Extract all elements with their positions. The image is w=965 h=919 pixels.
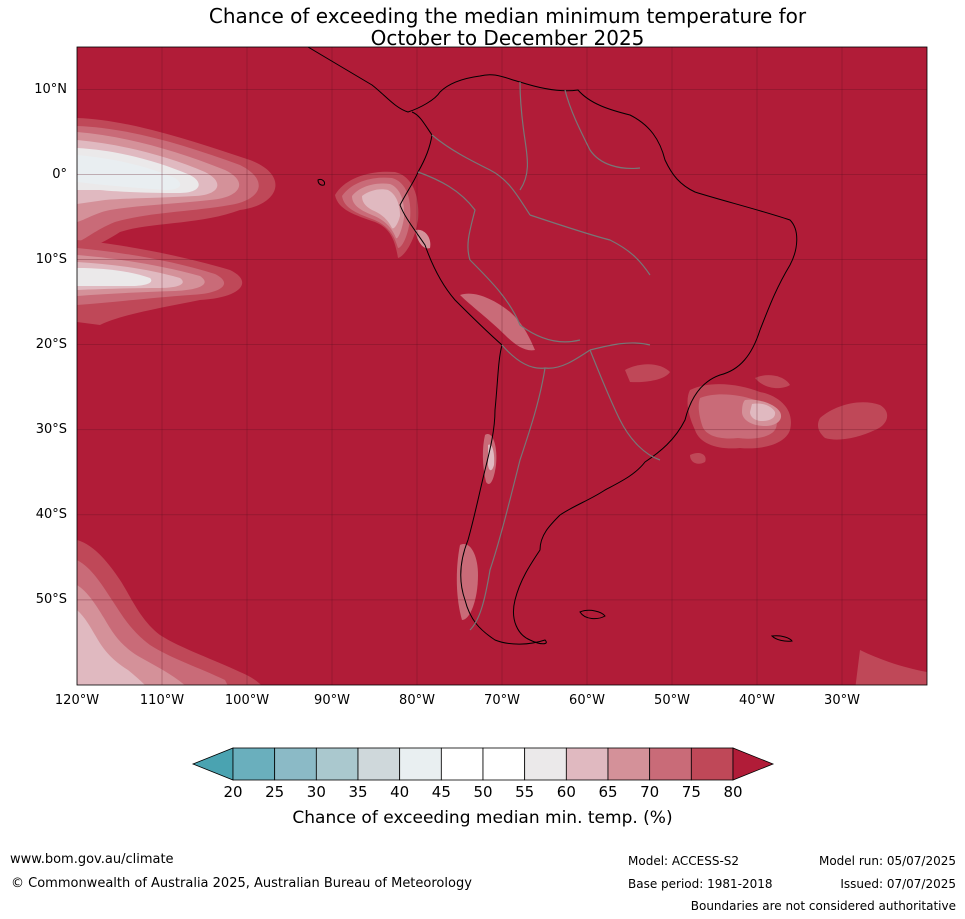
colorbar-tick-label: 45 [431, 783, 451, 801]
lat-tick-label: 0° [52, 166, 67, 182]
colorbar [191, 747, 775, 781]
lon-tick-label: 50°W [654, 693, 690, 708]
colorbar-tick-label: 80 [723, 783, 743, 801]
lon-tick-label: 120°W [54, 693, 100, 708]
colorbar-under-arrow [191, 747, 234, 781]
anomaly-region-south-atlantic [625, 364, 888, 464]
forecast-map [76, 46, 928, 686]
colorbar-tick-label: 20 [223, 783, 243, 801]
model-run-text: Model run: 05/07/2025 [818, 854, 956, 868]
model-text: Model: ACCESS-S2 [628, 854, 740, 868]
lat-tick-label: 40°S [35, 506, 67, 522]
colorbar-segment [232, 747, 276, 781]
lon-tick-label: 110°W [139, 693, 185, 708]
colorbar-tick-label: 65 [598, 783, 618, 801]
lon-tick-label: 30°W [824, 693, 860, 708]
lon-tick-label: 40°W [739, 693, 775, 708]
disclaimer-text: Boundaries are not considered authoritat… [690, 899, 956, 913]
colorbar-segment [315, 747, 359, 781]
lat-tick-label: 10°N [34, 81, 67, 97]
anomaly-region-peru-coast [335, 171, 419, 258]
map-title-line2: October to December 2025 [370, 26, 645, 50]
colorbar-segment [690, 747, 734, 781]
colorbar-tick-label: 50 [473, 783, 493, 801]
colorbar-tick-label: 60 [556, 783, 576, 801]
colorbar-tick-label: 70 [640, 783, 660, 801]
colorbar-segment [649, 747, 692, 781]
lon-tick-label: 90°W [314, 693, 350, 708]
colorbar-segment [399, 747, 442, 781]
colorbar-segment [440, 747, 484, 781]
colorbar-segment [565, 747, 609, 781]
colorbar-tick-label: 40 [390, 783, 410, 801]
colorbar-segment [607, 747, 651, 781]
lat-tick-label: 30°S [35, 421, 67, 437]
colorbar-segment [524, 747, 567, 781]
anomaly-region-pacific-10s [77, 240, 243, 325]
colorbar-tick-label: 55 [515, 783, 535, 801]
lat-tick-label: 10°S [35, 251, 67, 267]
base-period-text: Base period: 1981-2018 [628, 877, 773, 891]
anomaly-region-andes [415, 229, 535, 620]
coastline [307, 47, 798, 645]
colorbar-over-arrow [732, 747, 775, 781]
colorbar-label: Chance of exceeding median min. temp. (%… [292, 808, 673, 828]
lon-tick-label: 60°W [569, 693, 605, 708]
map-title-line1: Chance of exceeding the median minimum t… [208, 4, 807, 28]
copyright-text: © Commonwealth of Australia 2025, Austra… [11, 876, 472, 891]
anomaly-region-pacific-equator [77, 118, 276, 252]
colorbar-tick-label: 35 [348, 783, 368, 801]
colorbar-tick-label: 75 [681, 783, 701, 801]
website-link[interactable]: www.bom.gov.au/climate [10, 852, 174, 867]
lon-tick-label: 80°W [399, 693, 435, 708]
anomaly-region-southeast-pacific [77, 540, 927, 685]
country-borders [417, 81, 661, 631]
lon-tick-label: 100°W [224, 693, 270, 708]
issued-text: Issued: 07/07/2025 [840, 877, 956, 891]
lon-tick-label: 70°W [484, 693, 520, 708]
colorbar-tick-label: 30 [306, 783, 326, 801]
colorbar-segment [357, 747, 401, 781]
colorbar-segment [274, 747, 317, 781]
lat-tick-label: 20°S [35, 336, 67, 352]
colorbar-segment [482, 747, 526, 781]
colorbar-tick-label: 25 [265, 783, 285, 801]
lat-tick-label: 50°S [35, 591, 67, 607]
